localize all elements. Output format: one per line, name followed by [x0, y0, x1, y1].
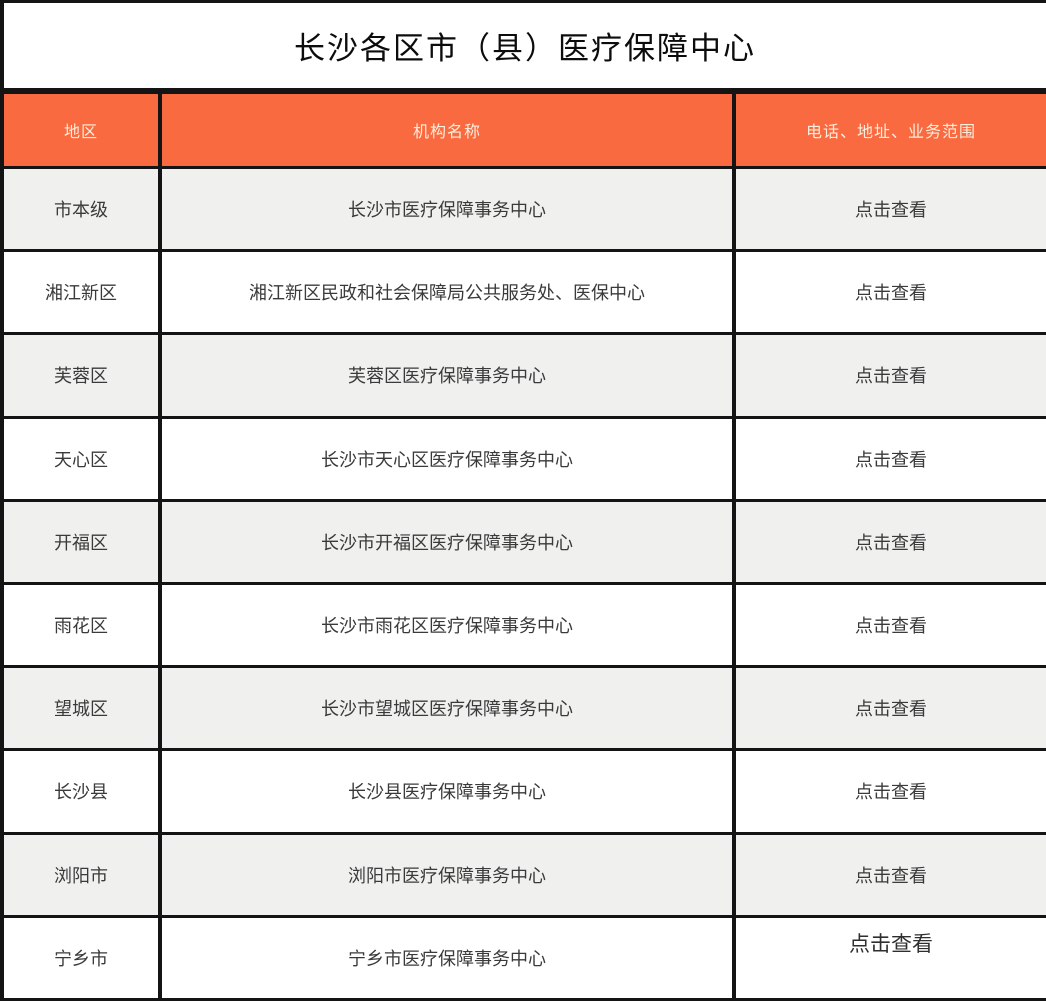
view-link[interactable]: 点击查看 [731, 914, 1046, 1001]
region-cell: 芙蓉区 [0, 332, 162, 419]
table-row: 望城区 长沙市望城区医疗保障事务中心 点击查看 [0, 665, 1046, 752]
org-cell: 芙蓉区医疗保障事务中心 [158, 332, 736, 419]
view-link[interactable]: 点击查看 [731, 665, 1046, 752]
header-row: 地区 机构名称 电话、地址、业务范围 [0, 89, 1046, 169]
region-cell: 望城区 [0, 665, 162, 752]
table-row: 天心区 长沙市天心区医疗保障事务中心 点击查看 [0, 415, 1046, 502]
table-row: 浏阳市 浏阳市医疗保障事务中心 点击查看 [0, 831, 1046, 918]
org-cell: 湘江新区民政和社会保障局公共服务处、医保中心 [158, 249, 736, 336]
table-row: 雨花区 长沙市雨花区医疗保障事务中心 点击查看 [0, 581, 1046, 669]
org-cell: 宁乡市医疗保障事务中心 [158, 914, 736, 1001]
region-cell: 浏阳市 [0, 831, 162, 918]
region-cell: 宁乡市 [0, 914, 162, 1001]
view-link[interactable]: 点击查看 [731, 332, 1046, 419]
org-cell: 长沙市开福区医疗保障事务中心 [158, 498, 736, 585]
view-link[interactable]: 点击查看 [731, 249, 1046, 336]
column-header-contact-info: 电话、地址、业务范围 [731, 89, 1046, 169]
org-cell: 长沙市医疗保障事务中心 [158, 165, 736, 253]
table-row: 宁乡市 宁乡市医疗保障事务中心 点击查看 [0, 914, 1046, 1001]
region-cell: 湘江新区 [0, 249, 162, 336]
region-cell: 市本级 [0, 165, 162, 253]
org-cell: 长沙市天心区医疗保障事务中心 [158, 415, 736, 502]
table-row: 长沙县 长沙县医疗保障事务中心 点击查看 [0, 748, 1046, 835]
view-link[interactable]: 点击查看 [731, 831, 1046, 918]
column-header-organization: 机构名称 [158, 89, 736, 169]
region-cell: 长沙县 [0, 748, 162, 835]
org-cell: 长沙县医疗保障事务中心 [158, 748, 736, 835]
region-cell: 天心区 [0, 415, 162, 502]
table-row: 市本级 长沙市医疗保障事务中心 点击查看 [0, 165, 1046, 253]
table-row: 湘江新区 湘江新区民政和社会保障局公共服务处、医保中心 点击查看 [0, 249, 1046, 336]
region-cell: 开福区 [0, 498, 162, 585]
title-row: 长沙各区市（县）医疗保障中心 [0, 0, 1046, 94]
org-cell: 长沙市雨花区医疗保障事务中心 [158, 581, 736, 669]
column-header-region: 地区 [0, 89, 162, 169]
view-link[interactable]: 点击查看 [731, 748, 1046, 835]
org-cell: 长沙市望城区医疗保障事务中心 [158, 665, 736, 752]
org-cell: 浏阳市医疗保障事务中心 [158, 831, 736, 918]
table-row: 开福区 长沙市开福区医疗保障事务中心 点击查看 [0, 498, 1046, 585]
view-link[interactable]: 点击查看 [731, 415, 1046, 502]
page-title: 长沙各区市（县）医疗保障中心 [0, 0, 1046, 94]
view-link[interactable]: 点击查看 [731, 581, 1046, 669]
table-row: 芙蓉区 芙蓉区医疗保障事务中心 点击查看 [0, 332, 1046, 419]
view-link[interactable]: 点击查看 [731, 165, 1046, 253]
region-cell: 雨花区 [0, 581, 162, 669]
view-link[interactable]: 点击查看 [731, 498, 1046, 585]
